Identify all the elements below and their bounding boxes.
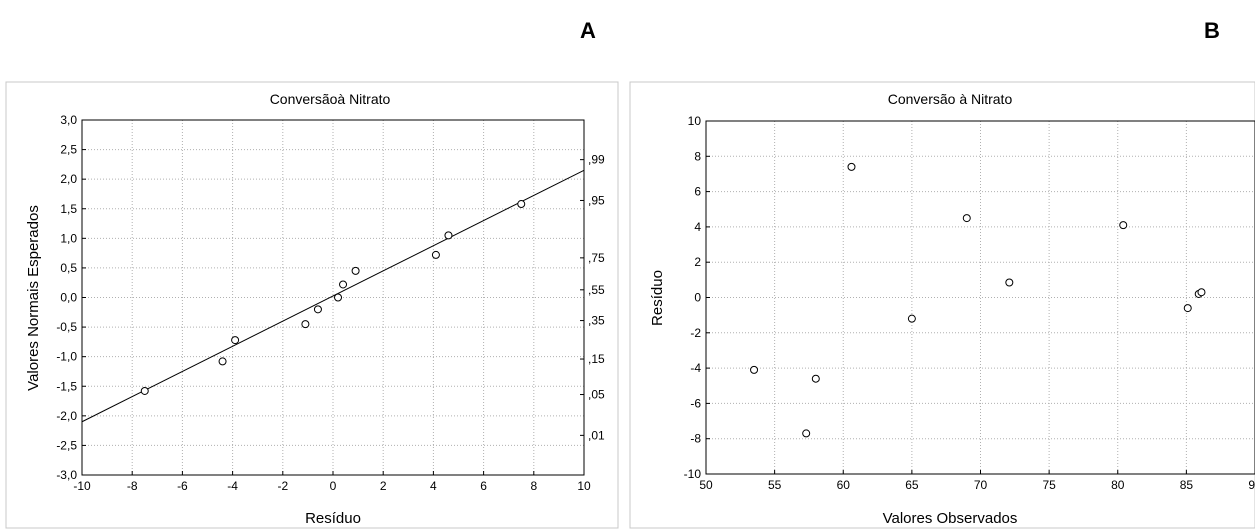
data-point xyxy=(140,386,149,395)
data-point xyxy=(431,250,440,259)
right-tick-label: ,95 xyxy=(588,193,605,207)
data-point xyxy=(313,305,322,314)
data-point xyxy=(231,336,240,345)
x-tick-label: 10 xyxy=(577,479,591,493)
x-tick-label: -2 xyxy=(277,479,288,493)
reference-line xyxy=(81,169,585,423)
x-tick-label: 6 xyxy=(480,479,487,493)
y-tick-label: 0,0 xyxy=(60,291,77,305)
x-tick-label: 8 xyxy=(530,479,537,493)
y-tick-label: -1,5 xyxy=(56,379,77,393)
y-tick-label: 1,0 xyxy=(60,231,77,245)
y-tick-label: 2,5 xyxy=(60,143,77,157)
right-tick-label: ,75 xyxy=(588,251,605,265)
chart-a-frame xyxy=(5,81,619,529)
y-tick-label: 1,5 xyxy=(60,202,77,216)
y-tick-label: -2,5 xyxy=(56,438,77,452)
y-tick-label: -2,0 xyxy=(56,409,77,423)
panel-label-a: A xyxy=(580,18,596,43)
x-tick-label: 2 xyxy=(380,479,387,493)
data-point xyxy=(301,320,310,329)
right-tick-label: ,01 xyxy=(588,428,605,442)
chart-a-x-label: Resíduo xyxy=(305,510,361,527)
right-tick-label: ,35 xyxy=(588,314,605,328)
y-tick-label: -1,0 xyxy=(56,350,77,364)
y-tick-label: 2,0 xyxy=(60,172,77,186)
chart-a-y-label: Valores Normais Esperados xyxy=(25,205,42,391)
x-tick-label: -10 xyxy=(73,479,91,493)
data-point xyxy=(339,280,348,289)
data-point xyxy=(517,200,526,209)
right-tick-label: ,99 xyxy=(588,153,605,167)
x-tick-label: -4 xyxy=(227,479,238,493)
right-tick-label: ,55 xyxy=(588,283,605,297)
x-tick-label: 4 xyxy=(430,479,437,493)
right-tick-label: ,05 xyxy=(588,388,605,402)
chart-a-title: Conversãoà Nitrato xyxy=(270,91,391,107)
right-tick-label: ,15 xyxy=(588,352,605,366)
y-tick-label: -0,5 xyxy=(56,320,77,334)
y-tick-label: 0,5 xyxy=(60,261,77,275)
data-point xyxy=(334,293,343,302)
panel-label-b: B xyxy=(1204,18,1220,43)
data-point xyxy=(218,357,227,366)
x-tick-label: -6 xyxy=(177,479,188,493)
x-tick-label: -8 xyxy=(127,479,138,493)
data-point xyxy=(444,231,453,240)
y-tick-label: 3,0 xyxy=(60,113,77,127)
data-point xyxy=(351,266,360,275)
x-tick-label: 0 xyxy=(330,479,337,493)
y-tick-label: -3,0 xyxy=(56,468,77,482)
